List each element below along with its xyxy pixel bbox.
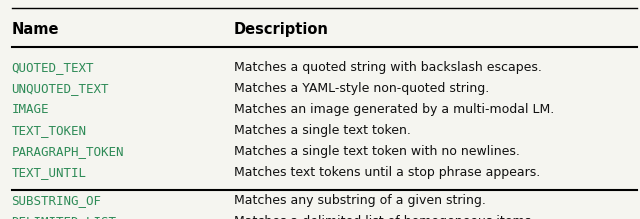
Text: PARAGRAPH_TOKEN: PARAGRAPH_TOKEN [12,145,124,158]
Text: Matches a delimited list of homogeneous items.: Matches a delimited list of homogeneous … [234,215,535,219]
Text: SUBSTRING_OF: SUBSTRING_OF [12,194,102,207]
Text: QUOTED_TEXT: QUOTED_TEXT [12,61,94,74]
Text: DELIMITED_LIST: DELIMITED_LIST [12,215,116,219]
Text: Matches a single text token.: Matches a single text token. [234,124,410,137]
Text: Name: Name [12,22,59,37]
Text: Description: Description [234,22,328,37]
Text: Matches an image generated by a multi-modal LM.: Matches an image generated by a multi-mo… [234,103,554,116]
Text: TEXT_TOKEN: TEXT_TOKEN [12,124,86,137]
Text: Matches a quoted string with backslash escapes.: Matches a quoted string with backslash e… [234,61,541,74]
Text: TEXT_UNTIL: TEXT_UNTIL [12,166,86,179]
Text: IMAGE: IMAGE [12,103,49,116]
Text: Matches a YAML-style non-quoted string.: Matches a YAML-style non-quoted string. [234,82,489,95]
Text: Matches a single text token with no newlines.: Matches a single text token with no newl… [234,145,520,158]
Text: UNQUOTED_TEXT: UNQUOTED_TEXT [12,82,109,95]
Text: Matches any substring of a given string.: Matches any substring of a given string. [234,194,486,207]
Text: Matches text tokens until a stop phrase appears.: Matches text tokens until a stop phrase … [234,166,540,179]
